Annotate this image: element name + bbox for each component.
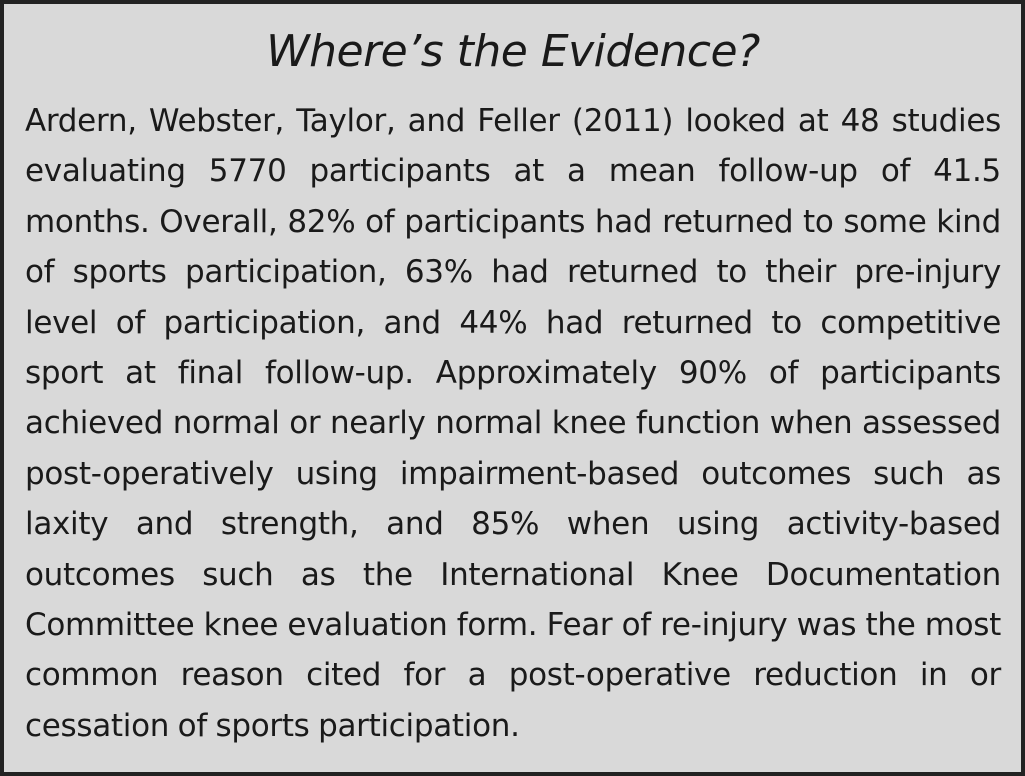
box-paragraph: Ardern, Webster, Taylor, and Feller (201… bbox=[25, 103, 1001, 744]
box-title: Where’s the Evidence? bbox=[266, 26, 760, 77]
